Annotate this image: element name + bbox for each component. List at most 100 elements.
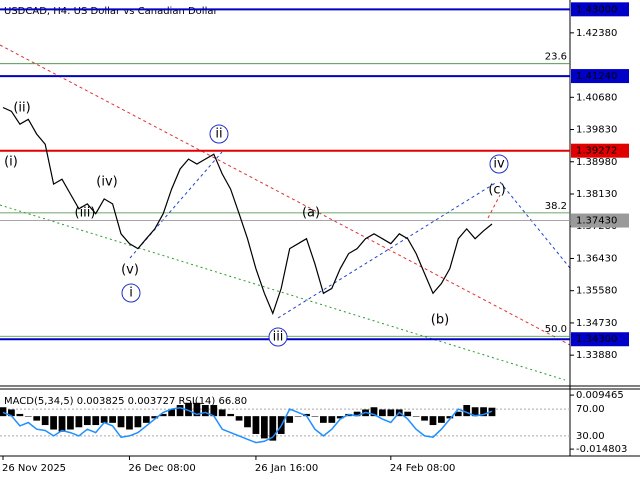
x-tick-label: 26 Nov 2025	[2, 463, 66, 474]
y-tick-label: 1.34730	[576, 318, 617, 329]
level-label: 1.34300	[576, 334, 617, 345]
macd-bar	[260, 416, 268, 439]
x-tick-label: 26 Jan 16:00	[255, 463, 318, 474]
macd-bar	[244, 416, 251, 428]
macd-bar	[210, 405, 218, 417]
macd-bar	[336, 416, 344, 419]
macd-bar	[134, 416, 142, 428]
macd-bar	[294, 416, 302, 417]
macd-bar	[168, 409, 175, 417]
wave-label: (b)	[431, 313, 449, 328]
macd-bar	[109, 416, 116, 423]
indicator-title: MACD(5,34,5) 0.003825 0.003727 RSI(14) 6…	[4, 396, 247, 407]
level-box	[571, 213, 629, 228]
y2-tick-label: 70.00	[576, 404, 605, 415]
macd-bar	[269, 416, 277, 441]
wave-circle	[268, 327, 288, 347]
wave-label: ii	[215, 127, 222, 142]
macd-bar	[218, 409, 226, 417]
macd-bar	[58, 416, 66, 432]
x-tick-label: 26 Dec 08:00	[128, 463, 195, 474]
level-box	[571, 2, 629, 17]
wave-label: iv	[493, 157, 505, 172]
macd-bar	[429, 416, 437, 426]
macd-bar	[438, 416, 445, 423]
macd-bar	[353, 411, 361, 417]
macd-bar	[421, 416, 428, 421]
macd-bar	[412, 416, 420, 417]
macd-bar	[235, 416, 243, 421]
macd-bar	[50, 416, 57, 430]
macd-bar	[16, 413, 24, 417]
wave-label: (c)	[488, 183, 505, 198]
macd-bar	[83, 416, 91, 426]
level-label: 1.39272	[576, 146, 617, 157]
wave-circle	[121, 283, 141, 303]
level-box	[571, 332, 629, 347]
macd-bar	[176, 405, 184, 417]
wave-label: iii	[273, 330, 284, 345]
macd-bar	[0, 407, 7, 417]
macd-bar	[33, 416, 41, 421]
macd-bar	[142, 416, 150, 423]
trend-line	[0, 204, 566, 381]
macd-bar	[92, 416, 100, 426]
wave-label: (a)	[302, 206, 320, 221]
macd-bar	[446, 416, 454, 419]
macd-bar	[252, 416, 260, 434]
fib-label: 23.6	[545, 52, 567, 63]
wave-line	[129, 151, 223, 259]
wave-label: i	[129, 286, 133, 301]
macd-bar	[311, 416, 319, 417]
level-label: 1.41240	[576, 71, 617, 82]
fib-label: 38.2	[545, 201, 567, 212]
wave-label: (v)	[121, 263, 139, 278]
macd-bar	[328, 416, 336, 423]
x-tick-label: 24 Feb 08:00	[390, 463, 456, 474]
macd-bar	[24, 416, 32, 417]
wave-line	[277, 181, 498, 319]
macd-bar	[370, 407, 378, 417]
wave-line	[499, 181, 571, 269]
macd-bar	[463, 405, 471, 417]
macd-bar	[117, 416, 125, 428]
trend-line	[0, 44, 571, 346]
fib-label: 50.0	[545, 324, 567, 335]
macd-bar	[126, 416, 133, 430]
level-label: 1.43000	[576, 4, 617, 15]
macd-bar	[404, 411, 412, 417]
macd-bar	[100, 416, 108, 423]
wave-circle	[489, 154, 509, 174]
y-tick-label: -0.014803	[576, 444, 627, 455]
wave-label: (i)	[4, 155, 18, 170]
macd-bar	[471, 407, 479, 417]
macd-bar	[480, 407, 487, 417]
y2-tick-label: 30.00	[576, 431, 605, 442]
macd-bar	[8, 409, 15, 417]
wave-label: (ii)	[13, 101, 30, 116]
y-tick-label: 1.36430	[576, 253, 617, 264]
macd-bar	[41, 416, 49, 426]
y-tick-label: 0.009465	[576, 390, 624, 401]
wave-label: (iv)	[96, 175, 117, 190]
macd-bar	[159, 413, 167, 417]
y-tick-label: 1.38130	[576, 189, 617, 200]
y-tick-label: 1.33880	[576, 350, 617, 361]
wave-line	[487, 194, 501, 219]
macd-bar	[185, 402, 192, 417]
macd-bar	[286, 416, 294, 423]
y-tick-label: 1.39830	[576, 125, 617, 136]
wave-label: (iii)	[75, 206, 96, 221]
wave-circle	[209, 124, 229, 144]
level-box	[571, 143, 629, 158]
chart-title: USDCAD, H4: US Dollar vs Canadian Dollar	[4, 6, 218, 17]
rsi-line	[2, 407, 493, 444]
macd-bar	[67, 416, 74, 430]
macd-bar	[151, 416, 159, 419]
macd-bar	[193, 402, 201, 417]
y-tick-label: 1.42380	[576, 28, 617, 39]
y-tick-label: 1.35580	[576, 286, 617, 297]
macd-bar	[387, 409, 395, 417]
